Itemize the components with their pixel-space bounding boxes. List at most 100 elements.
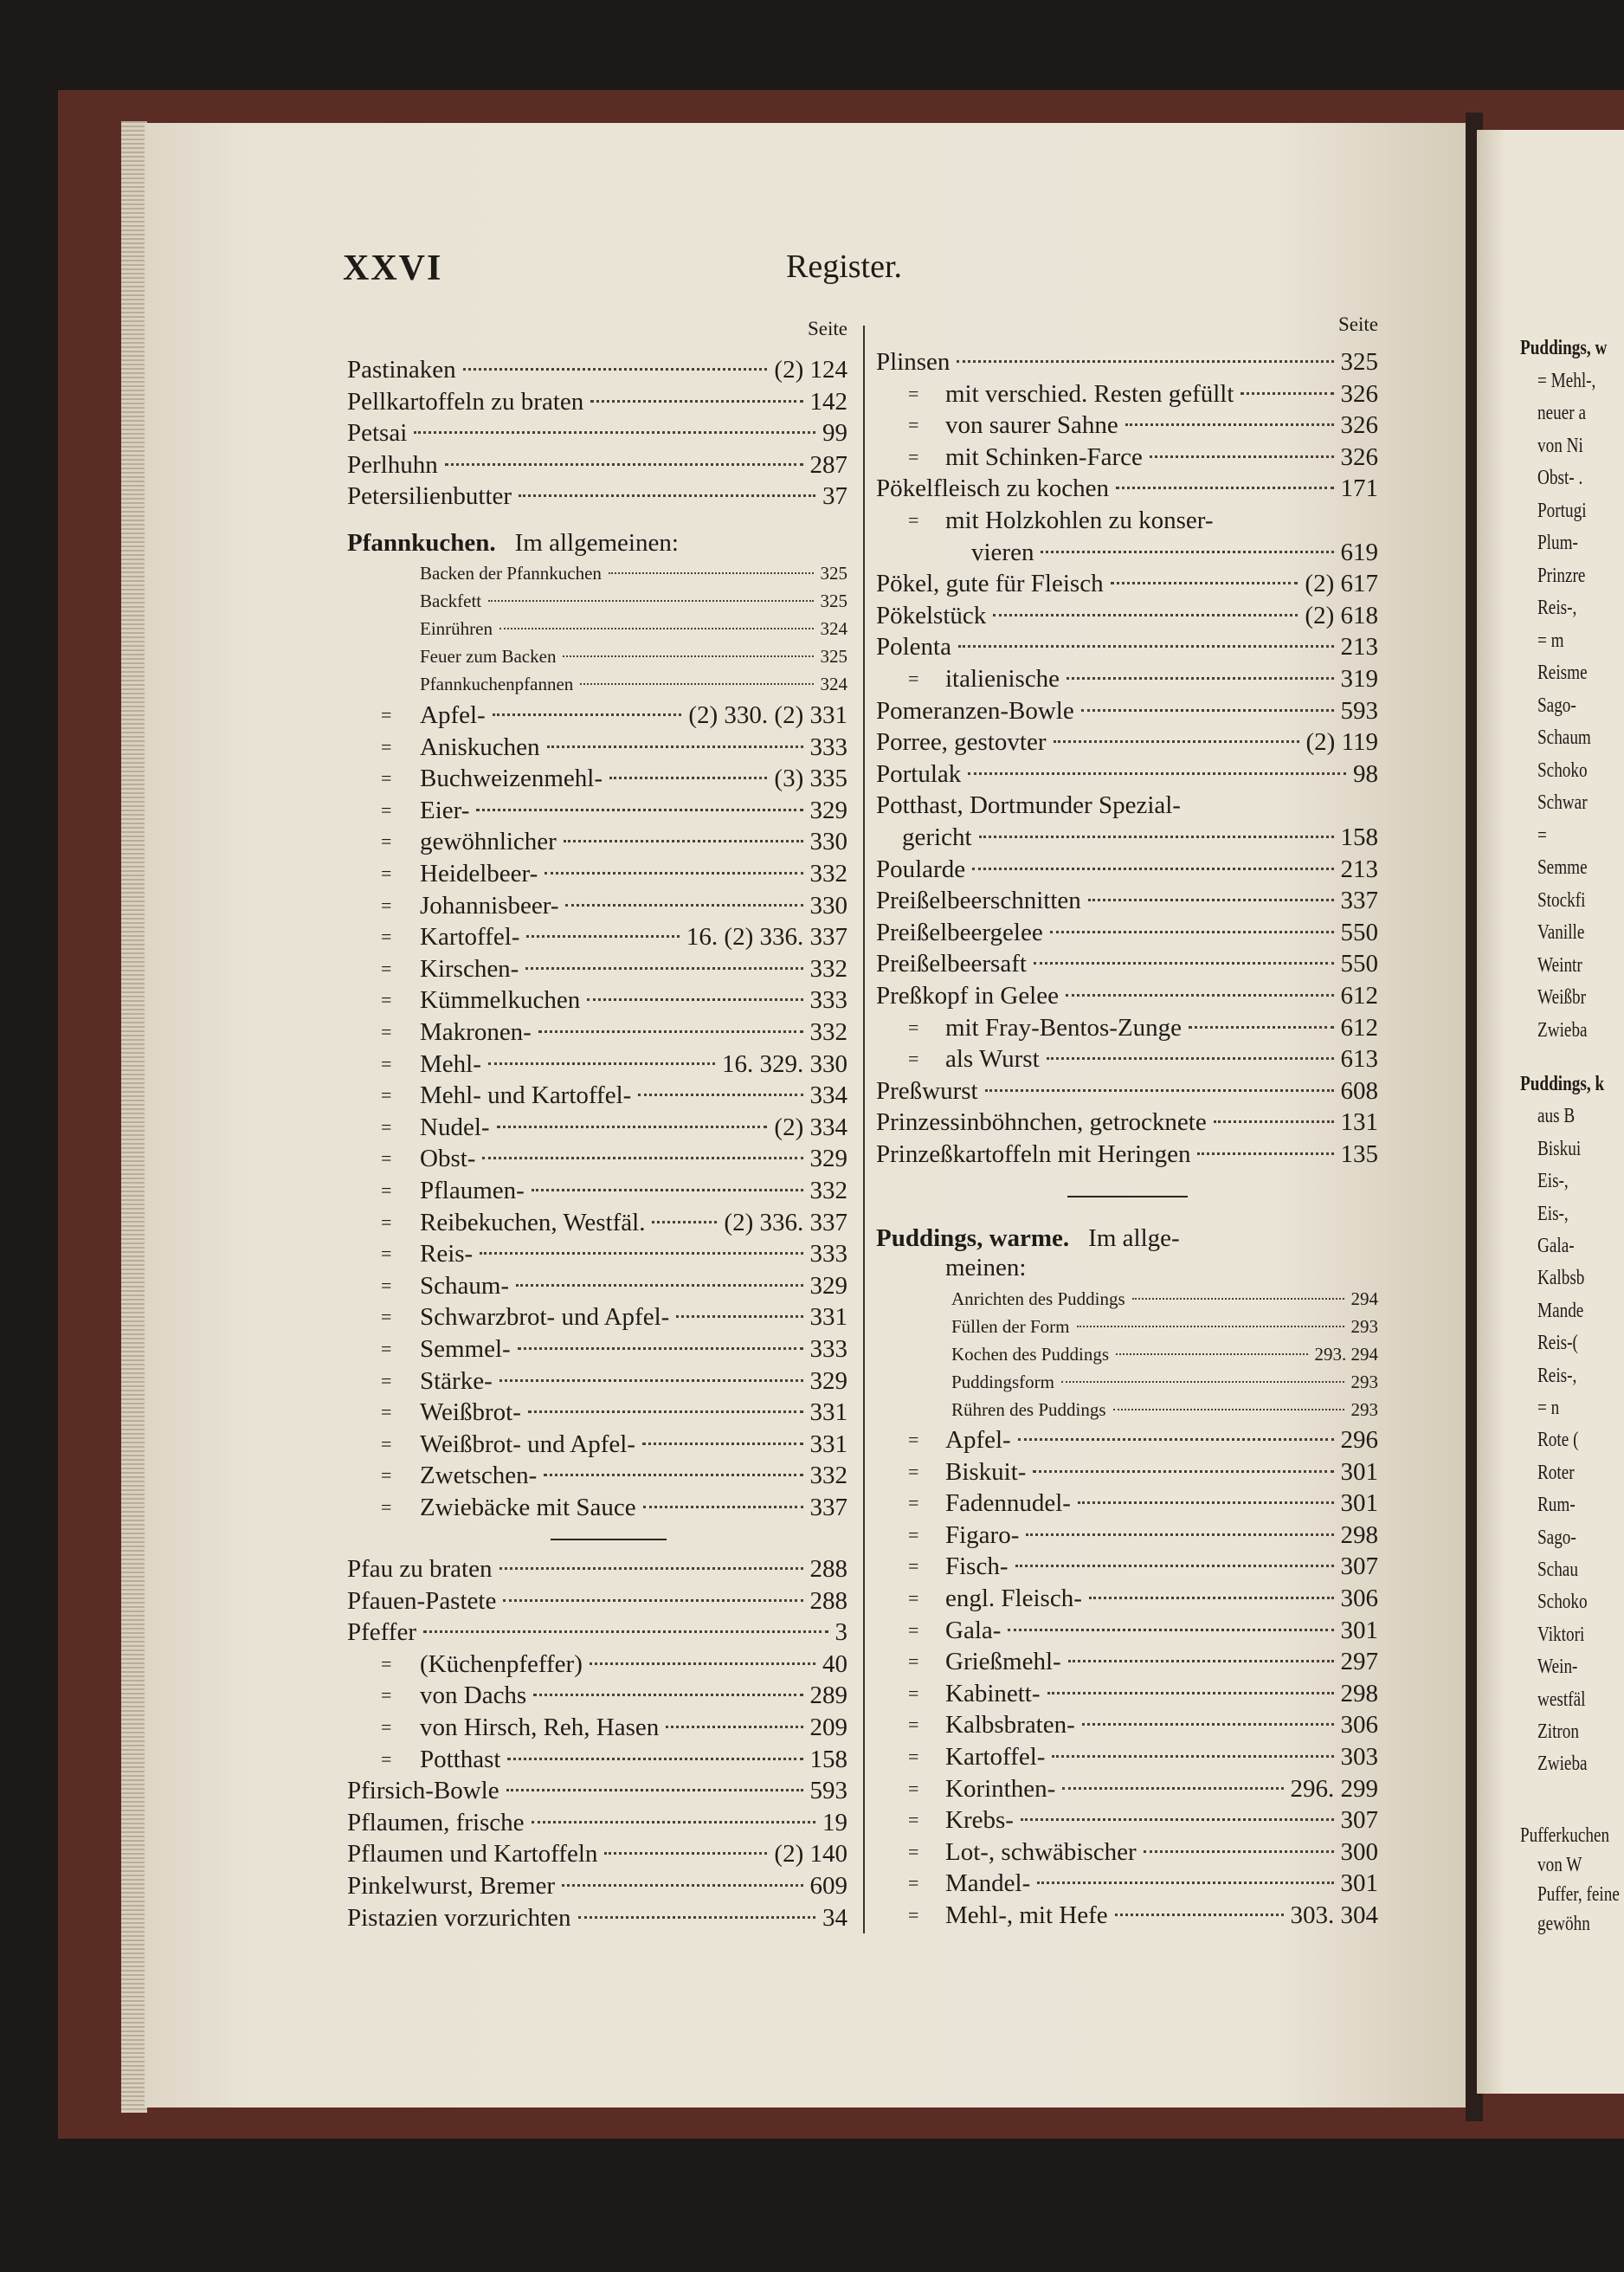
entry-pages: 307	[1340, 1552, 1379, 1581]
entry-pages: 334	[809, 1081, 848, 1110]
entry-pages: 209	[809, 1714, 848, 1741]
entry-text: von saurer Sahne	[945, 411, 1118, 440]
dot-leader	[565, 903, 803, 907]
entry-text: Potthast, Dortmunder Spezial-	[876, 791, 1181, 820]
dot-leader	[538, 1030, 803, 1033]
index-entry: mit verschied. Resten gefüllt 326	[945, 378, 1378, 410]
entry-text: Lot-, schwäbischer	[945, 1837, 1137, 1866]
entry-text: Kalbsbraten-	[945, 1711, 1075, 1740]
dot-leader	[507, 1757, 803, 1760]
ditto-mark: =	[908, 1714, 919, 1736]
dot-leader	[546, 745, 803, 748]
index-entry: Pökelstück (2) 618	[876, 600, 1378, 631]
heading-sub: Im allgemeinen:	[514, 529, 679, 557]
fragment-line: Zwieba	[1537, 1752, 1588, 1776]
index-entry: Apfel- 296	[945, 1424, 1378, 1456]
entry-pages: 287	[809, 450, 848, 479]
entry-pages: 333	[809, 986, 848, 1015]
index-entry: Obst- 329	[420, 1143, 847, 1174]
heading-sub: Im allge-	[1088, 1224, 1180, 1252]
entry-pages: 135	[1340, 1140, 1379, 1168]
entry-pages: 329	[809, 1145, 848, 1173]
index-topic: Einrühren 324	[420, 615, 847, 642]
entry-text: Plinsen	[876, 348, 951, 376]
entry-text: Füllen der Form	[951, 1316, 1070, 1337]
entry-text: Heidelbeer-	[420, 860, 538, 888]
index-entry: Pfirsich-Bowle 593	[347, 1775, 847, 1806]
index-entry: Korinthen- 296. 299	[945, 1773, 1378, 1804]
entry-text: Pflaumen und Kartoffeln	[347, 1840, 598, 1869]
entry-pages: 332	[809, 1462, 848, 1490]
dot-leader	[563, 655, 814, 657]
entry-text: Mehl- und Kartoffel-	[420, 1081, 632, 1110]
dot-leader	[531, 1189, 803, 1191]
entry-text: Kartoffel-	[945, 1743, 1046, 1771]
index-entry: von Hirsch, Reh, Hasen 209	[420, 1712, 847, 1743]
dot-leader	[1033, 962, 1334, 965]
entry-text: Kartoffel-	[420, 923, 520, 952]
fragment-line: von W	[1537, 1854, 1582, 1876]
dot-leader	[525, 966, 803, 970]
entry-pages: 301	[1340, 1489, 1379, 1518]
ditto-mark: =	[381, 1115, 392, 1138]
index-entry: Zwiebäcke mit Sauce 337	[420, 1492, 847, 1523]
dot-leader	[1033, 1469, 1334, 1473]
index-entry: Pomeranzen-Bowle 593	[876, 695, 1378, 726]
index-entry: Biskuit- 301	[945, 1456, 1378, 1488]
ditto-mark: =	[381, 957, 392, 979]
entry-pages: 333	[809, 733, 848, 761]
index-entry: Eier- 329	[420, 795, 847, 826]
index-entry: Gala- 301	[945, 1615, 1378, 1646]
dot-leader	[1131, 1298, 1344, 1300]
index-entry: Pökel, gute für Fleisch (2) 617	[876, 568, 1378, 599]
index-entry: von saurer Sahne 326	[945, 410, 1378, 441]
entry-text: vieren	[971, 538, 1034, 566]
dot-leader	[642, 1506, 803, 1508]
dot-leader	[1017, 1438, 1334, 1441]
dot-leader	[1189, 1025, 1334, 1029]
fragment-line: Roter	[1537, 1461, 1575, 1484]
index-entry: Perlhuhn 287	[347, 449, 847, 481]
index-entry: Preßkopf in Gelee 612	[876, 980, 1378, 1011]
dot-leader	[499, 1567, 803, 1570]
heading-word: Puddings, warme.	[876, 1224, 1070, 1252]
entry-text: Pistazien vorzurichten	[347, 1903, 571, 1932]
entry-text: Polenta	[876, 633, 951, 662]
next-page: Puddings, w = Mehl-, neuer a von Ni Obst- . P…	[1477, 130, 1624, 2094]
dot-leader	[580, 683, 814, 685]
ditto-mark: =	[908, 1016, 919, 1038]
entry-pages: 142	[809, 387, 848, 416]
fragment-line: Weintr	[1537, 953, 1582, 977]
ditto-mark: =	[908, 1746, 919, 1767]
entry-text: Johannisbeer-	[420, 891, 559, 920]
dot-leader	[1052, 1755, 1334, 1758]
entry-pages: 331	[809, 1430, 848, 1458]
entry-pages: 131	[1340, 1108, 1379, 1137]
ditto-mark: =	[908, 1904, 919, 1926]
entry-text: Zwiebäcke mit Sauce	[420, 1494, 636, 1521]
entry-text: Fadennudel-	[945, 1489, 1071, 1518]
fragment-line: Weißbr	[1537, 986, 1587, 1009]
entry-text: gewöhnlicher	[420, 828, 557, 856]
fragment-line: Reisme	[1537, 662, 1588, 684]
dot-leader	[533, 1694, 803, 1697]
entry-pages: 550	[1340, 918, 1379, 946]
ditto-mark: =	[908, 1523, 919, 1546]
entry-pages: 303	[1340, 1743, 1379, 1771]
entry-text: engl. Fleisch-	[945, 1585, 1082, 1612]
index-entry: Reibekuchen, Westfäl. (2) 336. 337	[420, 1207, 847, 1238]
index-entry: Schwarzbrot- und Apfel- 331	[420, 1301, 847, 1333]
fragment-line: =	[1537, 823, 1547, 847]
ditto-mark: =	[908, 1048, 919, 1070]
ditto-mark: =	[908, 1681, 919, 1704]
entry-text: Mehl-, mit Hefe	[945, 1901, 1108, 1929]
index-entry: Pökelfleisch zu kochen 171	[876, 473, 1378, 504]
index-entry: Reis- 333	[420, 1238, 847, 1269]
entry-text: Eier-	[420, 796, 470, 824]
entry-text: italienische	[945, 665, 1060, 693]
index-entry: Buchweizenmehl- (3) 335	[420, 763, 847, 794]
entry-text: Pastinaken	[347, 356, 456, 384]
dot-leader	[958, 645, 1334, 649]
entry-text: Stärke-	[420, 1366, 493, 1395]
